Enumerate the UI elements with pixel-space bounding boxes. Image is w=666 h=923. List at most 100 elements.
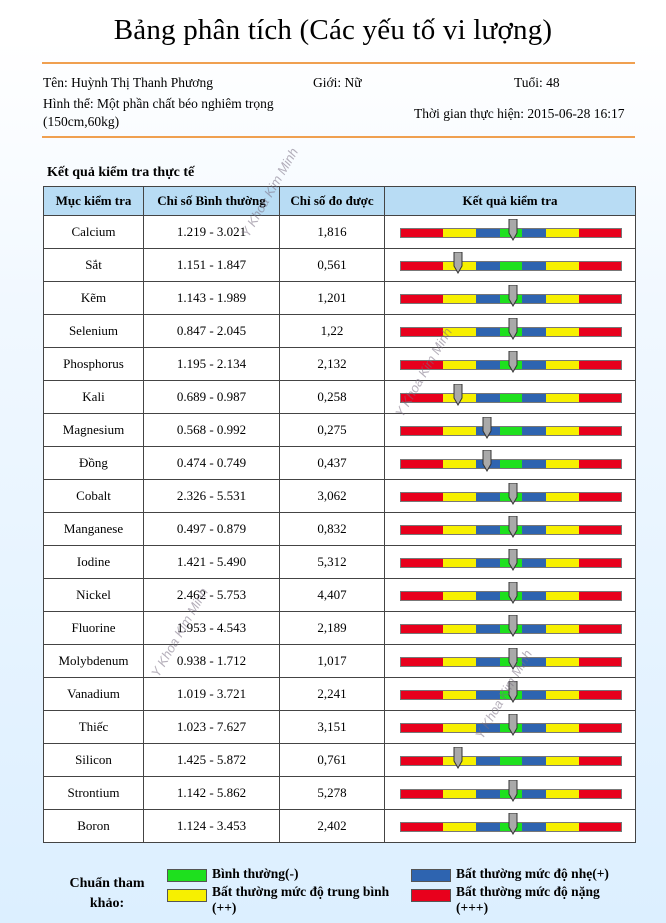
result-marker-icon [508,681,518,703]
result-marker-icon [508,714,518,736]
table-row: Vanadium 1.019 - 3.721 2,241 [43,677,636,711]
result-indicator [384,347,636,381]
normal-range: 1.425 - 5.872 [143,743,280,777]
result-marker-icon [508,285,518,307]
measured-value: 2,241 [279,677,385,711]
measured-value: 2,132 [279,347,385,381]
measured-value: 1,201 [279,281,385,315]
table-row: Iodine 1.421 - 5.490 5,312 [43,545,636,579]
result-indicator [384,578,636,612]
item-name: Silicon [43,743,144,777]
severity-bar [400,261,622,271]
legend-swatch-normal [167,869,207,882]
normal-range: 0.938 - 1.712 [143,644,280,678]
table-row: Thiếc 1.023 - 7.627 3,151 [43,710,636,744]
normal-range: 0.847 - 2.045 [143,314,280,348]
page-title: Bảng phân tích (Các yếu tố vi lượng) [113,14,553,46]
result-indicator [384,413,636,447]
item-name: Kẽm [43,281,144,315]
result-marker-icon [508,318,518,340]
legend-swatch-severe [411,889,451,902]
measured-value: 0,258 [279,380,385,414]
normal-range: 1.143 - 1.989 [143,281,280,315]
result-marker-icon [453,252,463,274]
result-indicator [384,545,636,579]
table-header-row: Mục kiểm tra Chỉ số Bình thường Chỉ số đ… [43,186,636,216]
test-time: Thời gian thực hiện: 2015-06-28 16:17 [414,106,625,121]
normal-range: 1.023 - 7.627 [143,710,280,744]
legend-severe: Bất thường mức độ nặng (+++) [456,884,600,915]
item-name: Iodine [43,545,144,579]
normal-range: 2.326 - 5.531 [143,479,280,513]
patient-gender: Giới: Nữ [313,75,362,90]
table-row: Kali 0.689 - 0.987 0,258 [43,380,636,414]
table-row: Magnesium 0.568 - 0.992 0,275 [43,413,636,447]
item-name: Selenium [43,314,144,348]
measured-value: 1,017 [279,644,385,678]
item-name: Cobalt [43,479,144,513]
measured-value: 0,437 [279,446,385,480]
item-name: Kali [43,380,144,414]
table-row: Đồng 0.474 - 0.749 0,437 [43,446,636,480]
normal-range: 1.421 - 5.490 [143,545,280,579]
result-marker-icon [508,549,518,571]
patient-body-type: Hình thể: Một phần chất béo nghiêm trọng [43,96,274,111]
table-row: Manganese 0.497 - 0.879 0,832 [43,512,636,546]
result-indicator [384,677,636,711]
result-indicator [384,644,636,678]
item-name: Manganese [43,512,144,546]
result-marker-icon [508,582,518,604]
result-marker-icon [453,384,463,406]
normal-range: 0.568 - 0.992 [143,413,280,447]
patient-height-weight: (150cm,60kg) [43,114,120,129]
header-result: Kết quả kiểm tra [384,186,636,216]
measured-value: 0,761 [279,743,385,777]
result-indicator [384,743,636,777]
item-name: Phosphorus [43,347,144,381]
measured-value: 0,832 [279,512,385,546]
result-indicator [384,611,636,645]
table-row: Selenium 0.847 - 2.045 1,22 [43,314,636,348]
legend-title: Chuẩn tham khảo: [69,876,145,911]
normal-range: 1.142 - 5.862 [143,776,280,810]
header-normal-range: Chỉ số Bình thường [143,186,280,216]
severity-bar [400,393,622,403]
item-name: Nickel [43,578,144,612]
result-indicator [384,314,636,348]
title-divider [42,62,635,64]
item-name: Vanadium [43,677,144,711]
table-row: Fluorine 1.953 - 4.543 2,189 [43,611,636,645]
result-marker-icon [482,417,492,439]
measured-value: 3,062 [279,479,385,513]
result-indicator [384,776,636,810]
result-indicator [384,809,636,843]
item-name: Magnesium [43,413,144,447]
patient-age: Tuổi: 48 [514,75,560,90]
table-row: Phosphorus 1.195 - 2.134 2,132 [43,347,636,381]
info-divider [42,136,635,138]
normal-range: 1.124 - 3.453 [143,809,280,843]
result-marker-icon [508,813,518,835]
table-row: Sắt 1.151 - 1.847 0,561 [43,248,636,282]
results-table: Mục kiểm tra Chỉ số Bình thường Chỉ số đ… [43,186,636,843]
item-name: Boron [43,809,144,843]
normal-range: 1.195 - 2.134 [143,347,280,381]
measured-value: 1,22 [279,314,385,348]
result-marker-icon [508,648,518,670]
measured-value: 2,189 [279,611,385,645]
normal-range: 0.497 - 0.879 [143,512,280,546]
severity-bar [400,426,622,436]
result-indicator [384,710,636,744]
table-row: Strontium 1.142 - 5.862 5,278 [43,776,636,810]
table-row: Molybdenum 0.938 - 1.712 1,017 [43,644,636,678]
legend-moderate: Bất thường mức độ trung bình (++) [212,884,390,915]
item-name: Đồng [43,446,144,480]
table-row: Nickel 2.462 - 5.753 4,407 [43,578,636,612]
item-name: Molybdenum [43,644,144,678]
item-name: Fluorine [43,611,144,645]
result-indicator [384,281,636,315]
legend-mild: Bất thường mức độ nhẹ(+) [456,866,609,881]
measured-value: 5,312 [279,545,385,579]
normal-range: 1.953 - 4.543 [143,611,280,645]
normal-range: 1.019 - 3.721 [143,677,280,711]
